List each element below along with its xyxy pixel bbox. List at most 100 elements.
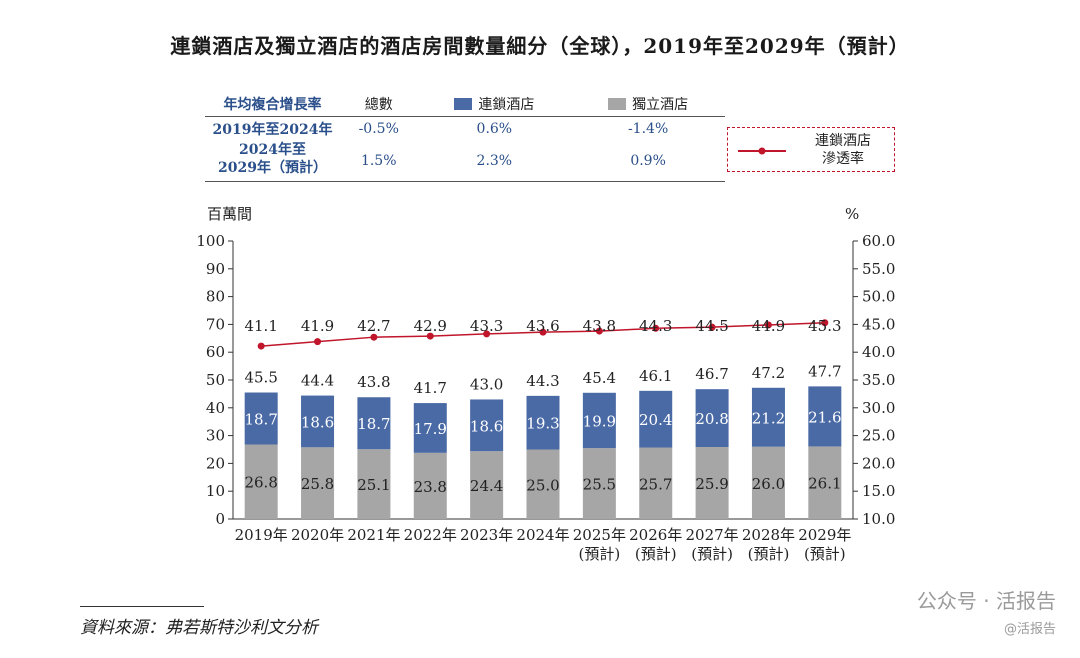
left-tick-label: 30 bbox=[206, 427, 225, 445]
chain-bar bbox=[244, 392, 278, 445]
independent-bar bbox=[413, 452, 447, 519]
chain-bar bbox=[301, 395, 335, 448]
total-data-label: 46.7 bbox=[695, 365, 728, 383]
chain-data-label: 18.7 bbox=[244, 411, 277, 429]
penetration-data-label: 43.3 bbox=[470, 317, 503, 335]
left-tick-label: 80 bbox=[206, 288, 225, 306]
x-tick-label: 2019年 bbox=[235, 526, 288, 544]
penetration-point bbox=[595, 327, 603, 335]
total-data-label: 41.7 bbox=[414, 379, 447, 397]
chain-bar bbox=[582, 392, 616, 449]
independent-data-label: 25.7 bbox=[639, 475, 672, 493]
penetration-point bbox=[764, 321, 772, 329]
right-tick-label: 20.0 bbox=[862, 454, 895, 472]
chain-bar bbox=[413, 403, 447, 453]
cagr-independent-value: -1.4% bbox=[627, 121, 669, 137]
total-data-label: 43.8 bbox=[357, 373, 390, 391]
penetration-point bbox=[821, 319, 829, 327]
penetration-point bbox=[314, 338, 322, 346]
chain-data-label: 18.7 bbox=[357, 415, 390, 433]
penetration-point bbox=[652, 324, 660, 332]
penetration-point bbox=[257, 342, 265, 350]
independent-data-label: 25.5 bbox=[583, 476, 616, 494]
penetration-data-label: 44.5 bbox=[695, 317, 728, 335]
chain-legend-label: 連鎖酒店 bbox=[478, 97, 535, 113]
penetration-point bbox=[708, 323, 716, 331]
cagr-table: 年均複合增長率 總數 連鎖酒店 獨立酒店 2019年至2024年 -0.5% 0… bbox=[205, 92, 725, 182]
chain-data-label: 18.6 bbox=[470, 417, 503, 435]
cagr-row-label-line2: 2029年（預計） bbox=[218, 160, 327, 176]
penetration-legend: 連鎖酒店 滲透率 bbox=[727, 127, 895, 172]
cagr-row-2019-2024: 2019年至2024年 -0.5% 0.6% -1.4% bbox=[205, 117, 725, 142]
watermark-line2: @活报告 bbox=[1003, 622, 1056, 637]
left-axis-unit: 百萬間 bbox=[207, 205, 252, 223]
chain-bar bbox=[751, 387, 785, 447]
chain-data-label: 19.3 bbox=[526, 415, 559, 433]
chart-title: 連鎖酒店及獨立酒店的酒店房間數量細分（全球），2019年至2029年（預計） bbox=[170, 34, 910, 58]
cagr-chain-value: 2.3% bbox=[476, 153, 513, 169]
chain-bar bbox=[808, 386, 842, 447]
penetration-data-label: 45.3 bbox=[808, 317, 841, 335]
right-tick-label: 50.0 bbox=[862, 288, 895, 306]
chain-bar bbox=[695, 389, 729, 447]
source-note: 資料來源：弗若斯特沙利文分析 bbox=[80, 618, 318, 638]
cagr-header-independent: 獨立酒店 bbox=[571, 92, 725, 117]
right-tick-label: 15.0 bbox=[862, 482, 895, 500]
penetration-legend-line1: 連鎖酒店 bbox=[815, 133, 871, 149]
penetration-legend-marker bbox=[738, 147, 786, 155]
left-tick-label: 100 bbox=[196, 232, 225, 250]
penetration-point bbox=[370, 333, 378, 341]
independent-legend-label: 獨立酒店 bbox=[632, 97, 689, 113]
left-tick-label: 20 bbox=[206, 454, 225, 472]
penetration-data-label: 41.1 bbox=[244, 317, 277, 335]
x-tick-label: 2027年 bbox=[685, 526, 738, 544]
cagr-chain-value: 0.6% bbox=[476, 121, 513, 137]
total-data-label: 46.1 bbox=[639, 367, 672, 385]
x-tick-label: 2020年 bbox=[291, 526, 344, 544]
x-tick-label: 2022年 bbox=[404, 526, 457, 544]
chain-data-label: 20.8 bbox=[695, 410, 728, 428]
left-tick-label: 40 bbox=[206, 399, 225, 417]
left-tick-label: 70 bbox=[206, 315, 225, 333]
independent-data-label: 26.8 bbox=[244, 474, 277, 492]
independent-data-label: 26.1 bbox=[808, 475, 841, 493]
watermark-line1: 公众号 · 活报告 bbox=[916, 589, 1056, 613]
cagr-independent-value: 0.9% bbox=[630, 153, 666, 169]
cagr-row-label: 2019年至2024年 bbox=[212, 122, 333, 138]
left-tick-label: 90 bbox=[206, 260, 225, 278]
chain-data-label: 17.9 bbox=[414, 420, 447, 438]
chain-bar bbox=[639, 390, 673, 448]
total-data-label: 47.2 bbox=[752, 364, 785, 382]
x-tick-label: 2021年 bbox=[347, 526, 400, 544]
watermark: 公众号 · 活报告 @活报告 bbox=[917, 585, 1056, 637]
left-tick-label: 60 bbox=[206, 343, 225, 361]
penetration-legend-line2: 滲透率 bbox=[822, 151, 864, 167]
independent-data-label: 23.8 bbox=[414, 478, 447, 496]
independent-swatch bbox=[608, 98, 627, 110]
source-divider bbox=[80, 606, 204, 607]
cagr-total-value: 1.5% bbox=[360, 153, 397, 169]
chain-data-label: 18.6 bbox=[301, 413, 334, 431]
independent-data-label: 25.1 bbox=[357, 476, 390, 494]
x-tick-sublabel: (預計) bbox=[691, 545, 733, 563]
cagr-header-label: 年均複合增長率 bbox=[223, 97, 322, 113]
cagr-header-chain: 連鎖酒店 bbox=[417, 92, 571, 117]
x-tick-sublabel: (預計) bbox=[748, 545, 790, 563]
independent-data-label: 25.0 bbox=[526, 476, 559, 494]
penetration-point bbox=[483, 330, 491, 338]
chain-data-label: 21.2 bbox=[752, 409, 785, 427]
penetration-point bbox=[539, 328, 547, 336]
chain-swatch bbox=[454, 98, 473, 110]
independent-data-label: 25.8 bbox=[301, 475, 334, 493]
chain-data-label: 20.4 bbox=[639, 411, 672, 429]
total-data-label: 44.3 bbox=[526, 372, 559, 390]
penetration-data-label: 43.6 bbox=[526, 317, 559, 335]
x-tick-sublabel: (預計) bbox=[635, 545, 677, 563]
independent-bar bbox=[639, 447, 673, 519]
independent-bar bbox=[301, 447, 335, 519]
independent-bar bbox=[695, 446, 729, 519]
chain-bar bbox=[357, 397, 391, 450]
x-tick-label: 2028年 bbox=[742, 526, 795, 544]
chain-data-label: 21.6 bbox=[808, 408, 841, 426]
